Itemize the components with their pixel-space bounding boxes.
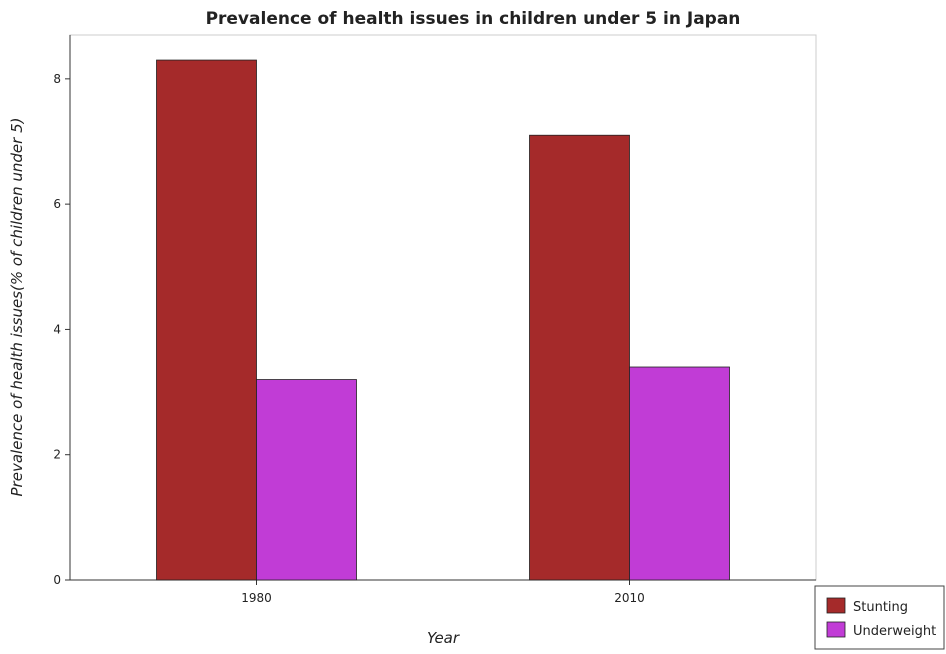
legend: Stunting Underweight bbox=[814, 585, 945, 650]
y-tick-label: 8 bbox=[53, 72, 61, 86]
y-axis-label: Prevalence of health issues(% of childre… bbox=[8, 118, 26, 497]
bar-underweight-1980 bbox=[256, 379, 357, 581]
x-tick-label: 2010 bbox=[614, 591, 645, 605]
y-tick-label: 6 bbox=[53, 197, 61, 211]
chart-title: Prevalence of health issues in children … bbox=[206, 9, 741, 29]
x-axis-label: Year bbox=[427, 629, 460, 647]
legend-label-stunting: Stunting bbox=[853, 600, 908, 615]
bar-underweight-2010 bbox=[629, 366, 730, 581]
legend-swatch-stunting bbox=[826, 597, 846, 614]
y-tick-label: 0 bbox=[53, 573, 61, 587]
bar-stunting-2010 bbox=[529, 134, 630, 581]
y-tick-label: 2 bbox=[53, 448, 61, 462]
y-axis: 0 2 4 6 8 bbox=[53, 35, 71, 587]
x-axis: 1980 2010 bbox=[70, 579, 816, 605]
legend-label-underweight: Underweight bbox=[853, 624, 936, 639]
y-tick-label: 4 bbox=[53, 322, 61, 336]
legend-box bbox=[814, 585, 945, 650]
bars-group bbox=[156, 59, 730, 581]
legend-swatch-underweight bbox=[826, 621, 846, 638]
x-tick-label: 1980 bbox=[241, 591, 272, 605]
bar-stunting-1980 bbox=[156, 59, 257, 581]
